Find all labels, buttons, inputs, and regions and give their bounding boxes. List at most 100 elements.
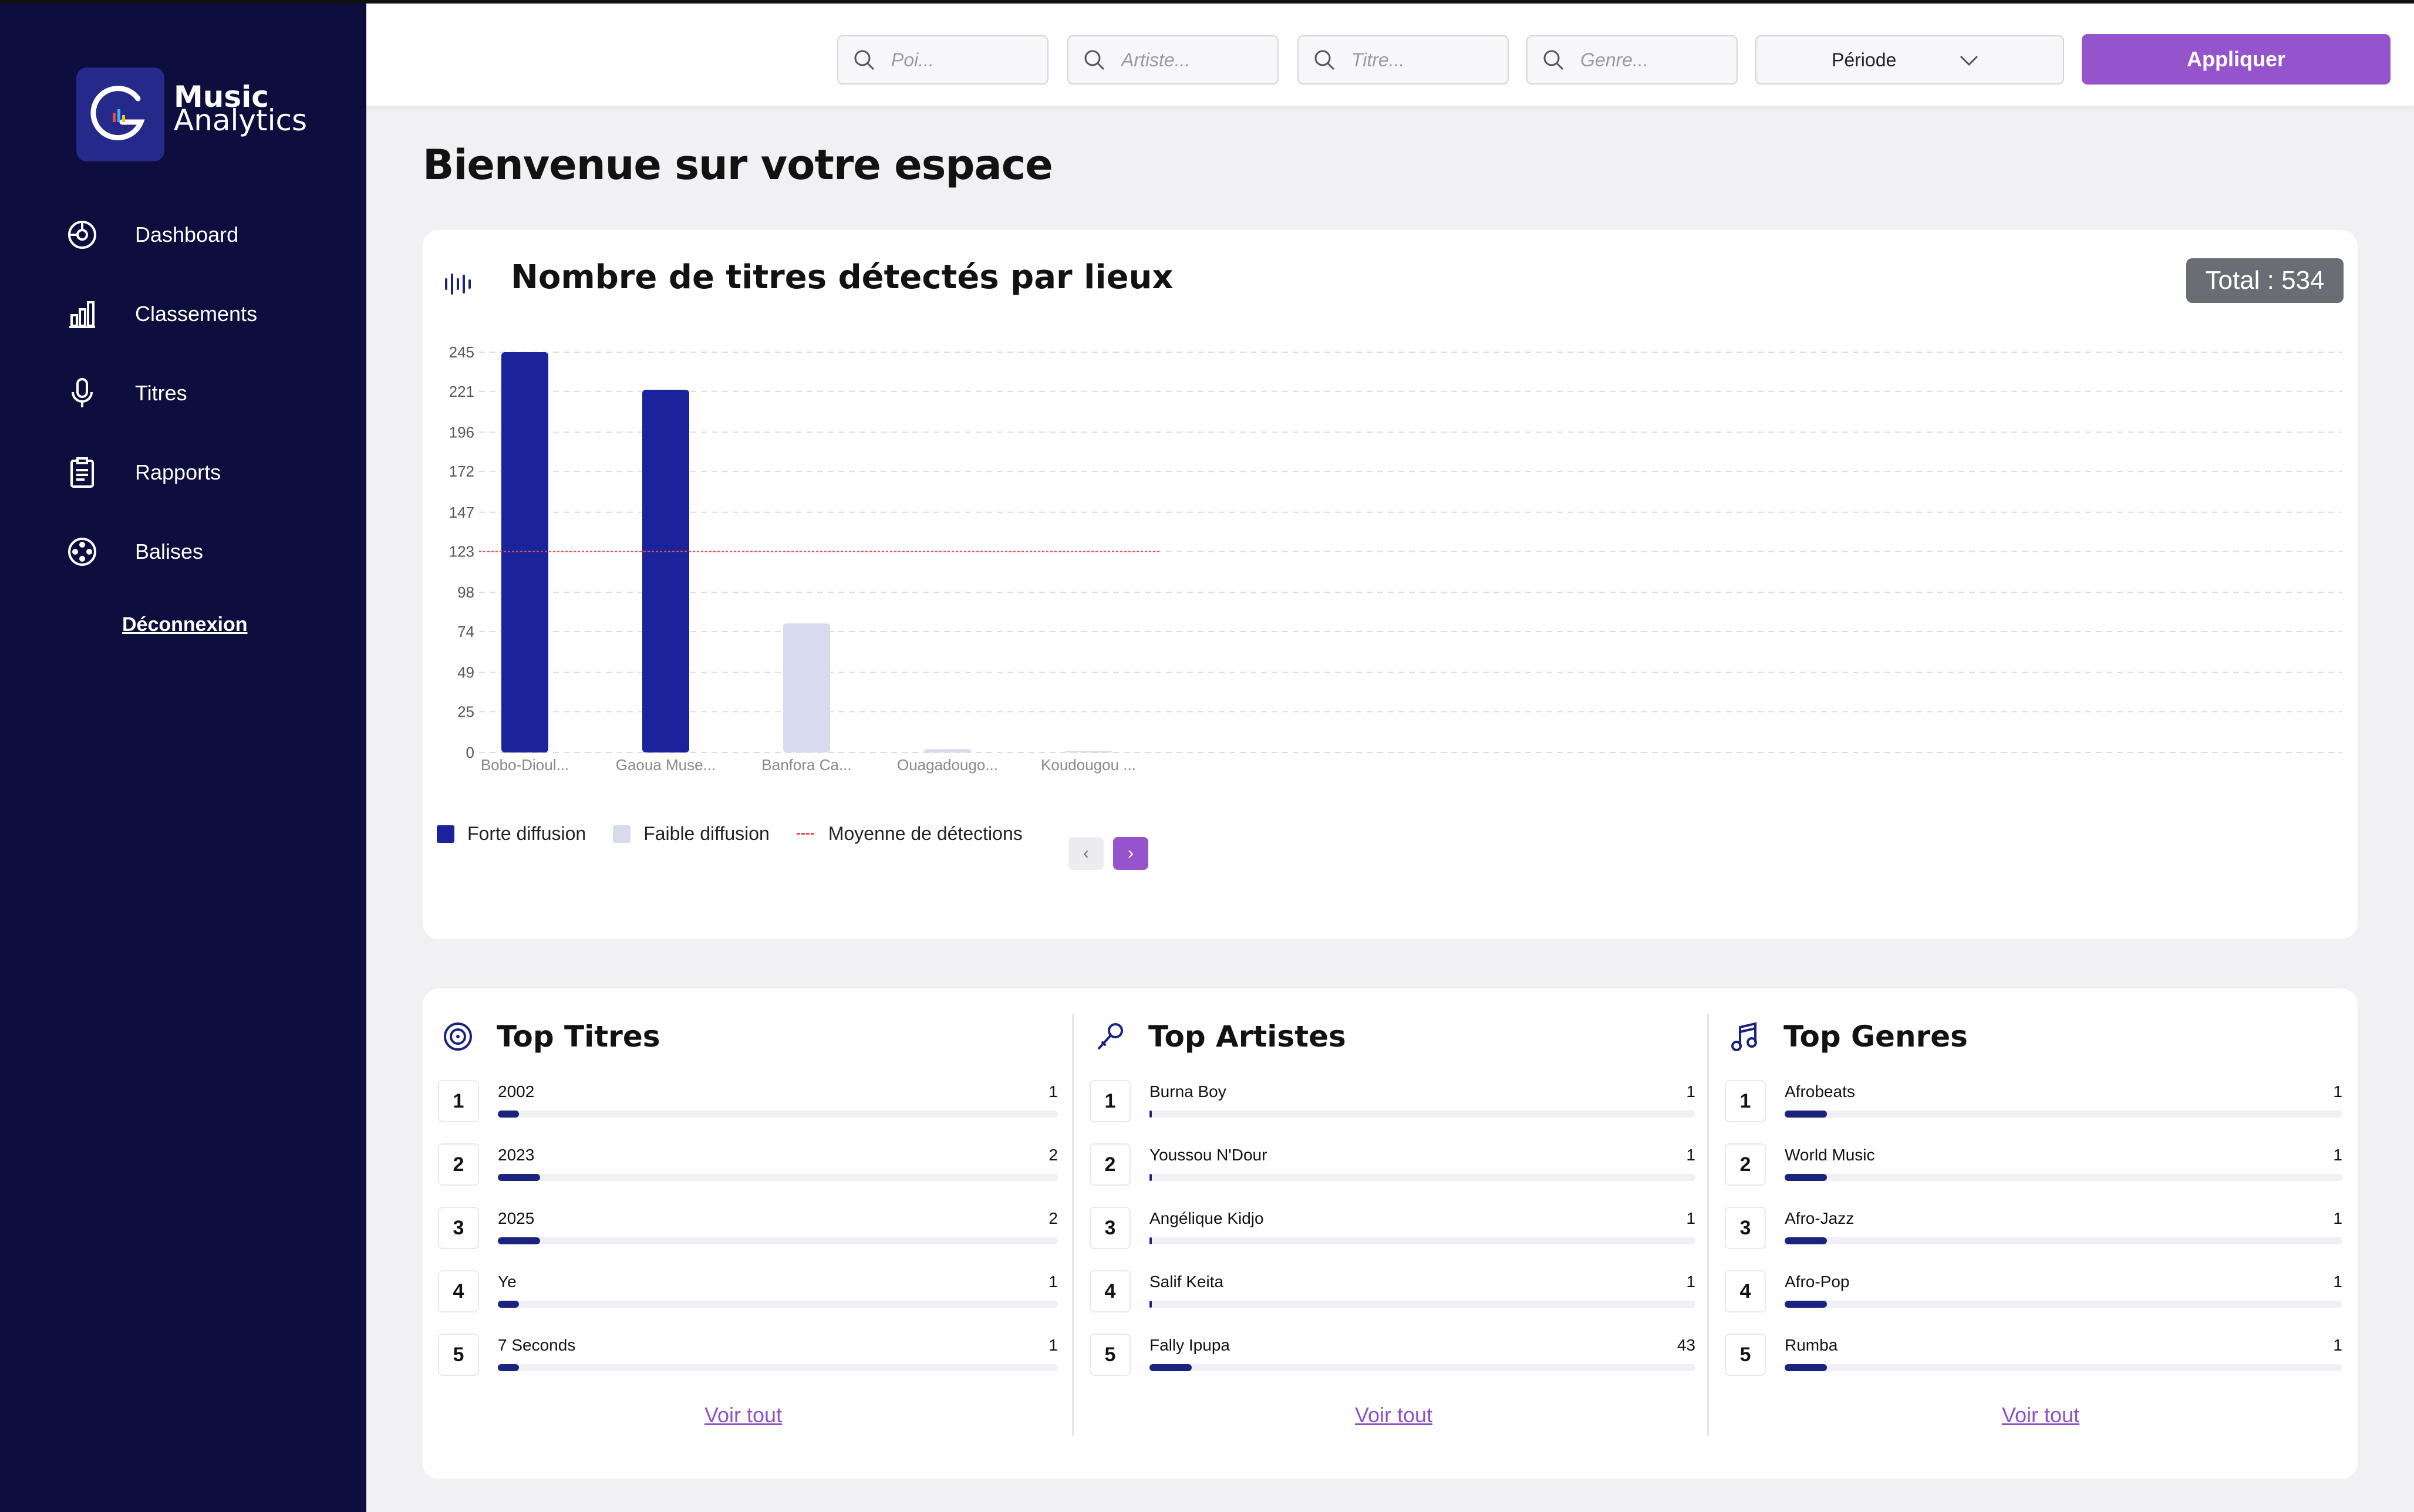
column-divider <box>1072 1014 1074 1436</box>
sidebar-item-classements[interactable]: Classements <box>59 291 329 338</box>
chart-legend: Forte diffusion Faible diffusion Moyenne… <box>437 823 1050 845</box>
item-name: Salif Keita <box>1149 1273 1224 1291</box>
detections-bar-chart: 0 25 49 74 98 123 147 172 196 221 245 Bobo-Dioul...… <box>449 343 2342 774</box>
legend-label-average: Moyenne de détections <box>828 823 1023 844</box>
rank-badge: 5 <box>1090 1334 1131 1376</box>
item-count: 1 <box>1686 1273 1695 1291</box>
item-bar-track <box>1149 1364 1695 1371</box>
list-item[interactable]: 1 2002 1 <box>438 1080 1068 1127</box>
genre-search-input[interactable] <box>1580 49 1710 71</box>
list-item[interactable]: 5 Fally Ipupa 43 <box>1090 1334 1706 1381</box>
item-name: Fally Ipupa <box>1149 1336 1230 1354</box>
title-search-field[interactable] <box>1297 35 1509 85</box>
list-item[interactable]: 3 Angélique Kidjo 1 <box>1090 1207 1706 1254</box>
top-genres-see-all-link[interactable]: Voir tout <box>2002 1403 2080 1427</box>
sidebar-item-rapports[interactable]: Rapports <box>59 449 329 496</box>
legend-item-average: Moyenne de détections <box>796 823 1023 845</box>
sidebar-item-balises[interactable]: Balises <box>59 528 329 575</box>
list-item[interactable]: 2 Youssou N'Dour 1 <box>1090 1143 1706 1190</box>
chart-next-button[interactable]: › <box>1113 837 1148 870</box>
item-count: 1 <box>1048 1082 1058 1101</box>
y-tick-label: 98 <box>457 583 474 601</box>
list-item[interactable]: 3 Afro-Jazz 1 <box>1725 1207 2353 1254</box>
logo-g-icon <box>90 86 145 140</box>
sidebar-item-titres[interactable]: Titres <box>59 370 329 417</box>
artist-search-field[interactable] <box>1067 35 1279 85</box>
item-count: 1 <box>2333 1273 2342 1291</box>
period-select[interactable]: Période <box>1755 35 2064 85</box>
item-bar-fill <box>1149 1301 1152 1308</box>
rank-badge: 1 <box>1725 1080 1766 1122</box>
y-tick-label: 196 <box>449 423 474 441</box>
item-bar-fill <box>1149 1174 1152 1181</box>
item-bar-fill <box>1785 1237 1827 1244</box>
list-item[interactable]: 5 Rumba 1 <box>1725 1334 2353 1381</box>
item-count: 2 <box>1048 1146 1058 1164</box>
sidebar-item-label: Rapports <box>135 460 221 484</box>
item-bar-fill <box>1785 1301 1827 1308</box>
chart-prev-button[interactable]: ‹ <box>1068 837 1104 870</box>
bar <box>924 749 971 752</box>
item-name: 7 Seconds <box>498 1336 576 1354</box>
list-item[interactable]: 1 Afrobeats 1 <box>1725 1080 2353 1127</box>
microphone-icon <box>1092 1019 1127 1054</box>
dashboard-icon <box>59 211 106 258</box>
bar <box>501 352 548 752</box>
x-tick-label: Gaoua Muse... <box>616 756 716 774</box>
list-item[interactable]: 4 Salif Keita 1 <box>1090 1270 1706 1317</box>
y-tick-label: 147 <box>449 504 474 521</box>
y-tick-label: 0 <box>466 744 474 761</box>
chart-title: Nombre de titres détectés par lieux <box>511 258 1174 296</box>
window-top-border <box>0 0 2414 4</box>
poi-search-field[interactable] <box>837 35 1048 85</box>
item-count: 2 <box>1048 1209 1058 1227</box>
item-count: 1 <box>1048 1336 1058 1354</box>
item-bar-fill <box>498 1364 519 1371</box>
rank-badge: 2 <box>1090 1143 1131 1186</box>
item-name: Ye <box>498 1273 517 1291</box>
item-count: 1 <box>2333 1209 2342 1227</box>
clipboard-icon <box>59 449 106 496</box>
sidebar: Music Analytics Dashboard Classements Ti… <box>0 0 366 1512</box>
poi-search-input[interactable] <box>891 49 1020 71</box>
item-bar-track <box>498 1174 1058 1181</box>
item-name: Afrobeats <box>1785 1082 1855 1101</box>
apply-button[interactable]: Appliquer <box>2082 34 2391 85</box>
title-search-input[interactable] <box>1351 49 1481 71</box>
sidebar-item-label: Titres <box>135 381 187 405</box>
item-count: 1 <box>1048 1273 1058 1291</box>
item-bar-fill <box>498 1174 540 1181</box>
list-item[interactable]: 2 2023 2 <box>438 1143 1068 1190</box>
list-item[interactable]: 4 Afro-Pop 1 <box>1725 1270 2353 1317</box>
top-artists-see-all-link[interactable]: Voir tout <box>1355 1403 1433 1427</box>
total-badge: Total : 534 <box>2186 258 2344 303</box>
search-icon <box>1542 48 1565 72</box>
y-tick-label: 25 <box>457 703 474 720</box>
item-name: 2002 <box>498 1082 535 1101</box>
column-divider <box>1707 1014 1709 1436</box>
list-item[interactable]: 4 Ye 1 <box>438 1270 1068 1317</box>
item-count: 1 <box>2333 1336 2342 1354</box>
legend-swatch-low <box>613 825 631 843</box>
artist-search-input[interactable] <box>1121 49 1250 71</box>
app-name: Music Analytics <box>174 82 307 135</box>
item-name: Burna Boy <box>1149 1082 1226 1101</box>
top-genres-header: Top Genres <box>1727 1019 1968 1054</box>
item-bar-track <box>1149 1237 1695 1244</box>
rank-badge: 5 <box>438 1334 479 1376</box>
item-name: 2023 <box>498 1146 535 1164</box>
genre-search-field[interactable] <box>1526 35 1738 85</box>
top-genres-title: Top Genres <box>1783 1020 1968 1054</box>
top-artists-title: Top Artistes <box>1148 1020 1346 1054</box>
item-count: 1 <box>1686 1209 1695 1227</box>
list-item[interactable]: 2 World Music 1 <box>1725 1143 2353 1190</box>
app-logo[interactable] <box>76 68 164 161</box>
top-titles-see-all-link[interactable]: Voir tout <box>704 1403 783 1427</box>
search-icon <box>1313 48 1336 72</box>
list-item[interactable]: 5 7 Seconds 1 <box>438 1334 1068 1381</box>
sidebar-item-dashboard[interactable]: Dashboard <box>59 211 329 258</box>
item-count: 1 <box>1686 1146 1695 1164</box>
list-item[interactable]: 3 2025 2 <box>438 1207 1068 1254</box>
list-item[interactable]: 1 Burna Boy 1 <box>1090 1080 1706 1127</box>
logout-link[interactable]: Déconnexion <box>122 613 248 636</box>
